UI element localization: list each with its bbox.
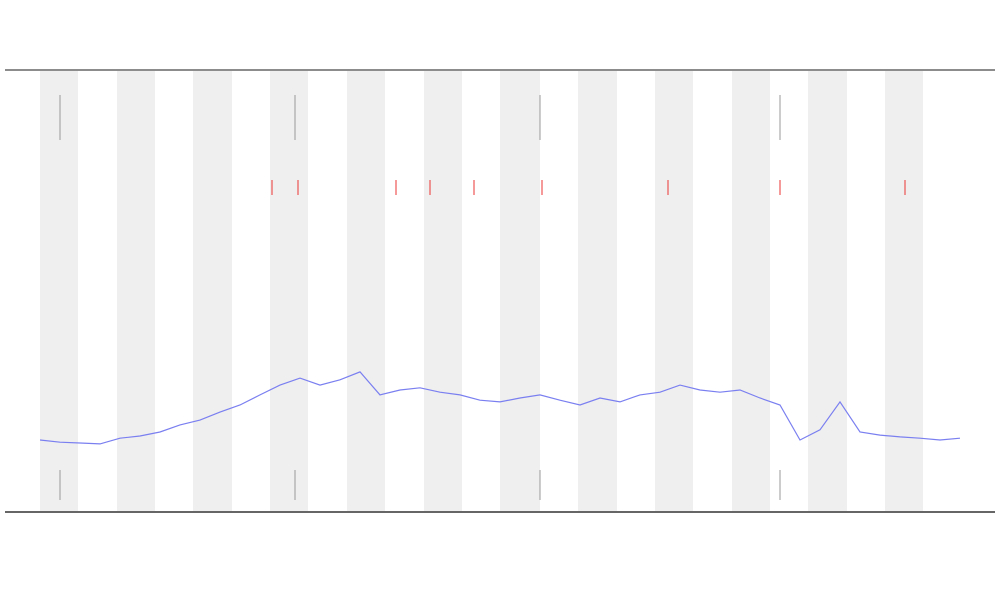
background-bands bbox=[40, 71, 923, 511]
data-line bbox=[39, 371, 961, 445]
event-ticks bbox=[59, 95, 906, 500]
